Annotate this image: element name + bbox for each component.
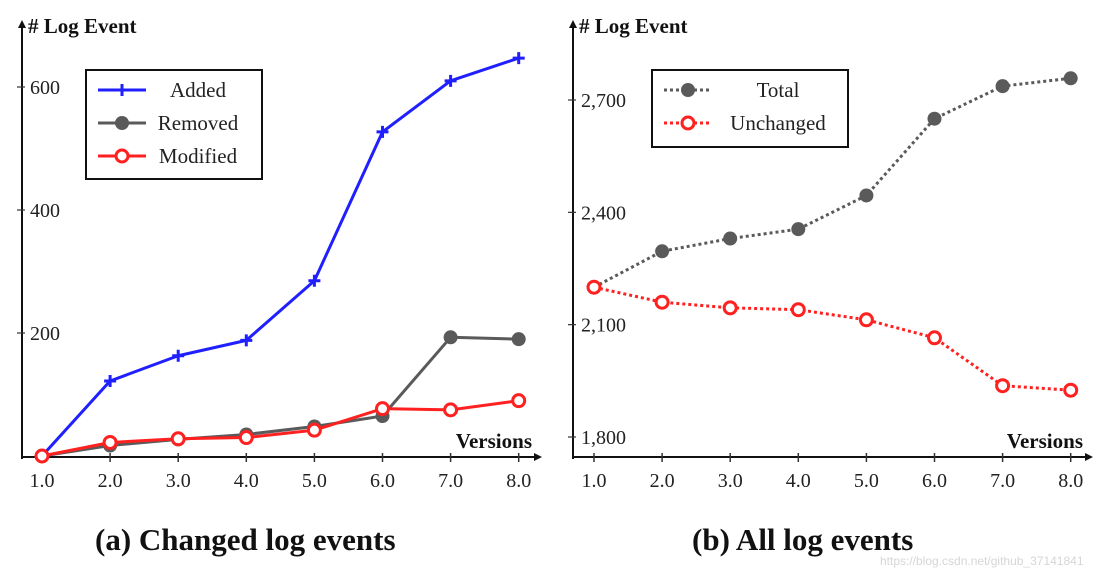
- data-point: [586, 279, 602, 295]
- data-point: [995, 378, 1011, 394]
- data-point: [791, 222, 806, 237]
- y-tick-label: 600: [30, 77, 60, 99]
- legend-label: Removed: [158, 111, 239, 135]
- legend-label: Unchanged: [730, 111, 826, 135]
- data-point: [1063, 382, 1079, 398]
- y-tick-label: 2,400: [581, 202, 626, 224]
- series-line: [593, 285, 1071, 392]
- data-point: [723, 231, 738, 246]
- y-axis-label: # Log Event: [28, 14, 137, 38]
- data-point: [512, 52, 525, 65]
- data-point: [170, 431, 186, 447]
- data-point: [859, 188, 874, 203]
- caption-b: (b) All log events: [692, 522, 914, 557]
- legend-label: Added: [170, 78, 226, 102]
- data-point: [1063, 71, 1078, 86]
- data-point: [655, 244, 670, 259]
- data-point: [104, 374, 117, 387]
- legend-marker-icon: [116, 84, 128, 96]
- x-tick-label: 2.0: [650, 470, 675, 492]
- series-modified: [34, 393, 527, 464]
- x-axis-arrow-icon: [534, 453, 542, 461]
- y-axis-arrow-icon: [18, 20, 26, 28]
- legend-label: Total: [757, 78, 800, 102]
- chart-all-log-events: # Log Event Versions 1,800 2,100 2,400 2,700 1…: [568, 14, 1093, 492]
- data-point: [306, 422, 322, 438]
- legend-marker-icon: [681, 83, 695, 97]
- legend-marker-icon: [115, 116, 129, 130]
- data-point: [34, 448, 50, 464]
- x-axis-label: Versions: [1007, 429, 1083, 453]
- data-point: [238, 430, 254, 446]
- x-axis-arrow-icon: [1085, 453, 1093, 461]
- x-tick-label: 2.0: [98, 470, 123, 492]
- x-tick-label: 1.0: [582, 470, 607, 492]
- y-tick-label: 2,700: [581, 90, 626, 112]
- x-tick-label: 8.0: [1058, 470, 1083, 492]
- data-point: [308, 274, 321, 287]
- data-point: [444, 74, 457, 87]
- data-point: [240, 334, 253, 347]
- y-tick-label: 1,800: [581, 427, 626, 449]
- data-point: [511, 393, 527, 409]
- x-tick-label: 3.0: [718, 470, 743, 492]
- data-point: [858, 312, 874, 328]
- chart-changed-log-events: # Log Event Versions 200 400 600 1.0 2.0 3.0 4.0…: [17, 14, 542, 492]
- legend-label: Modified: [159, 144, 238, 168]
- x-tick-label: 4.0: [234, 470, 259, 492]
- series-line: [593, 76, 1071, 289]
- data-point: [443, 402, 459, 418]
- x-tick-label: 8.0: [506, 470, 531, 492]
- x-tick-label: 6.0: [370, 470, 395, 492]
- y-axis-label: # Log Event: [579, 14, 688, 38]
- y-tick-label: 2,100: [581, 315, 626, 337]
- x-tick-label: 1.0: [30, 470, 55, 492]
- data-point: [375, 401, 390, 417]
- legend-marker-icon: [680, 115, 696, 131]
- x-tick-label: 5.0: [302, 470, 327, 492]
- x-tick-label: 4.0: [786, 470, 811, 492]
- series-unchanged: [586, 279, 1079, 398]
- data-point: [443, 330, 458, 345]
- caption-a: (a) Changed log events: [95, 522, 396, 557]
- data-point: [511, 332, 526, 347]
- x-tick-label: 7.0: [438, 470, 463, 492]
- data-point: [102, 434, 118, 450]
- data-point: [722, 300, 738, 316]
- legend-marker-icon: [114, 148, 130, 164]
- data-point: [927, 330, 942, 346]
- legend: Added Removed Modified: [85, 69, 263, 180]
- data-point: [790, 302, 806, 318]
- x-axis-label: Versions: [456, 429, 532, 453]
- y-tick-label: 200: [30, 323, 60, 345]
- series-line: [41, 335, 519, 458]
- x-tick-label: 5.0: [854, 470, 879, 492]
- x-tick-label: 3.0: [166, 470, 191, 492]
- x-tick-label: 7.0: [990, 470, 1015, 492]
- x-tick-label: 6.0: [922, 470, 947, 492]
- data-point: [654, 294, 670, 310]
- legend: Total Unchanged: [651, 69, 849, 148]
- series-line: [40, 56, 520, 458]
- data-point: [995, 79, 1010, 94]
- series-added: [36, 52, 525, 462]
- series-line: [41, 399, 519, 458]
- data-point: [376, 125, 389, 138]
- data-point: [927, 111, 942, 126]
- y-tick-label: 400: [30, 200, 60, 222]
- watermark: https://blog.csdn.net/github_37141841: [880, 554, 1084, 568]
- y-axis-arrow-icon: [569, 20, 577, 28]
- legend-box: [651, 69, 849, 148]
- data-point: [172, 349, 185, 362]
